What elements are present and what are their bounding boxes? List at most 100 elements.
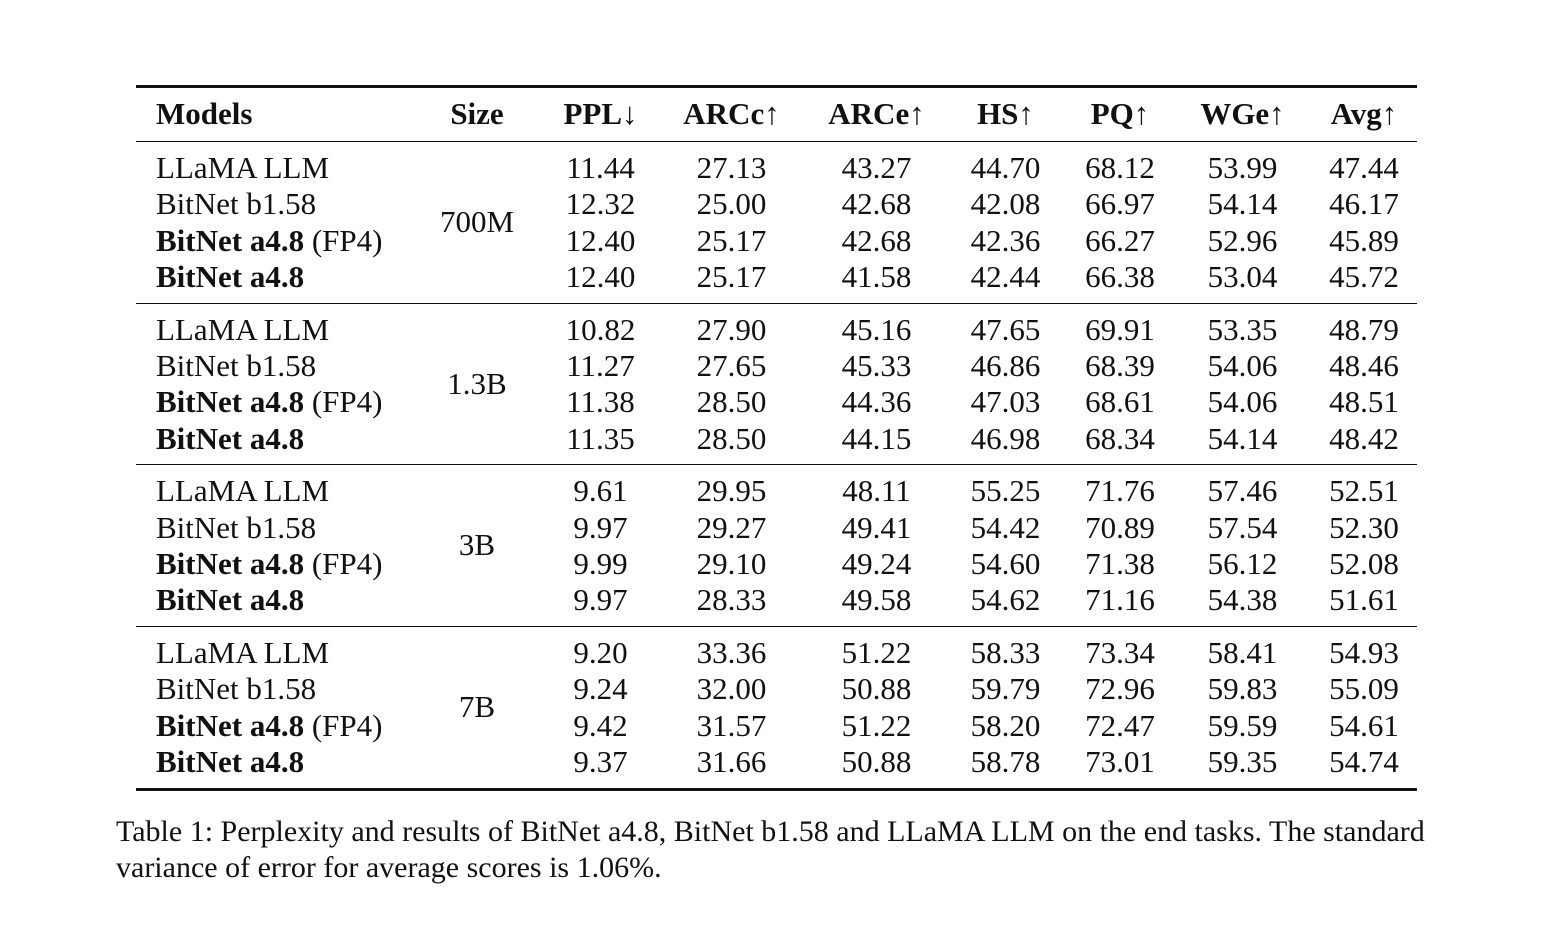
arce-cell: 42.68 [841, 222, 912, 258]
arce-cell: 41.58 [841, 259, 912, 295]
results-table: Models Size PPL↓ ARCc↑ ARCe↑ HS↑ PQ↑ WGe… [136, 85, 1417, 791]
pq-cell: 72.47 [1085, 707, 1155, 743]
model-cell: BitNet a4.8 (FP4) [136, 708, 408, 744]
pq-cell: 66.97 [1085, 186, 1155, 222]
hs-cell: 54.42 [970, 509, 1041, 545]
arcc-cell: 27.65 [696, 348, 767, 384]
wge-cell: 52.96 [1207, 222, 1278, 258]
model-cell: BitNet b1.58 [136, 186, 408, 222]
hs-cell: 42.08 [970, 186, 1041, 222]
size-cell: 7B [458, 688, 496, 724]
hs-cell: 47.65 [970, 311, 1041, 347]
model-name: BitNet a4.8 [156, 222, 305, 258]
model-cell: BitNet a4.8 [136, 744, 408, 789]
arcc-cell: 25.00 [696, 186, 767, 222]
ppl-cell: 12.32 [565, 186, 636, 222]
avg-cell: 55.09 [1329, 671, 1399, 707]
ppl-cell: 11.35 [566, 420, 635, 456]
model-cell: BitNet b1.58 [136, 671, 408, 707]
arce-cell: 45.16 [841, 311, 912, 347]
header-avg: Avg↑ [1330, 96, 1398, 132]
model-name: LLaMA LLM [156, 150, 330, 185]
avg-cell: 45.89 [1329, 222, 1399, 258]
model-name: BitNet b1.58 [156, 348, 317, 384]
arce-cell: 49.58 [841, 582, 912, 618]
ppl-cell: 9.97 [573, 509, 628, 545]
hs-cell: 55.25 [970, 473, 1041, 509]
ppl-cell: 12.40 [565, 259, 636, 295]
table-row: BitNet b1.58 11.27 27.65 45.33 46.86 68.39 54.… [136, 348, 1417, 384]
pq-cell: 68.39 [1085, 348, 1155, 384]
ppl-cell: 9.99 [573, 546, 628, 582]
avg-cell: 45.72 [1329, 259, 1399, 295]
model-cell: LLaMA LLM [136, 626, 408, 671]
pq-cell: 71.38 [1085, 546, 1155, 582]
wge-cell: 54.06 [1207, 348, 1278, 384]
table-row: BitNet b1.58 9.97 29.27 49.41 54.42 70.89 57.5… [136, 510, 1417, 546]
avg-cell: 54.61 [1329, 707, 1399, 743]
wge-cell: 57.54 [1207, 509, 1278, 545]
avg-cell: 48.46 [1329, 348, 1399, 384]
ppl-cell: 11.44 [566, 150, 635, 185]
arce-cell: 50.88 [841, 744, 912, 780]
avg-cell: 47.44 [1329, 150, 1399, 185]
model-cell: BitNet a4.8 (FP4) [136, 223, 408, 259]
header-pq: PQ↑ [1090, 96, 1150, 132]
arcc-cell: 28.50 [696, 420, 767, 456]
pq-cell: 68.12 [1085, 150, 1155, 185]
wge-cell: 54.06 [1207, 384, 1278, 420]
pq-cell: 73.34 [1085, 634, 1155, 670]
hs-cell: 44.70 [970, 150, 1041, 185]
avg-cell: 52.30 [1329, 509, 1399, 545]
ppl-cell: 11.27 [566, 348, 635, 384]
size-group: LLaMA LLM 700M 11.44 27.13 43.27 44.70 68.12 53… [136, 142, 1417, 304]
arce-cell: 43.27 [841, 150, 912, 185]
avg-cell: 51.61 [1329, 582, 1399, 618]
pq-cell: 72.96 [1085, 671, 1155, 707]
pq-cell: 71.76 [1085, 473, 1155, 509]
size-group: LLaMA LLM 7B 9.20 33.36 51.22 58.33 73.34 58.41… [136, 626, 1417, 789]
table-row: BitNet b1.58 12.32 25.00 42.68 42.08 66.97 54.… [136, 186, 1417, 222]
model-cell: BitNet a4.8 [136, 582, 408, 626]
table-row: BitNet b1.58 9.24 32.00 50.88 59.79 72.96 59.8… [136, 671, 1417, 707]
model-cell: LLaMA LLM [136, 465, 408, 510]
table-row: BitNet a4.8 11.35 28.50 44.15 46.98 68.34 54.1… [136, 421, 1417, 465]
arcc-cell: 29.10 [696, 546, 767, 582]
wge-cell: 54.14 [1207, 420, 1278, 456]
arcc-cell: 31.57 [696, 707, 767, 743]
table-row: BitNet a4.8 (FP4) 12.40 25.17 42.68 42.36 66.… [136, 223, 1417, 259]
arcc-cell: 28.50 [696, 384, 767, 420]
ppl-cell: 12.40 [565, 222, 636, 258]
wge-cell: 59.35 [1207, 744, 1278, 780]
hs-cell: 58.78 [970, 744, 1041, 780]
hs-cell: 59.79 [970, 671, 1041, 707]
arce-cell: 44.36 [841, 384, 912, 420]
model-cell: BitNet a4.8 [136, 259, 408, 303]
hs-cell: 47.03 [970, 384, 1041, 420]
model-variant: (FP4) [304, 707, 383, 743]
arce-cell: 45.33 [841, 348, 912, 384]
ppl-cell: 9.20 [573, 634, 628, 670]
wge-cell: 59.59 [1207, 707, 1278, 743]
size-cell: 1.3B [447, 365, 507, 401]
arcc-cell: 29.27 [696, 509, 767, 545]
header-size: Size [450, 96, 504, 132]
model-name: BitNet a4.8 [156, 384, 305, 420]
size-group: LLaMA LLM 3B 9.61 29.95 48.11 55.25 71.76 57.46… [136, 465, 1417, 627]
wge-cell: 53.35 [1207, 311, 1278, 347]
ppl-cell: 10.82 [565, 311, 636, 347]
hs-cell: 46.86 [970, 348, 1041, 384]
model-variant: (FP4) [304, 222, 383, 258]
model-name: LLaMA LLM [156, 311, 330, 347]
model-variant: (FP4) [304, 546, 383, 582]
avg-cell: 48.51 [1329, 384, 1399, 420]
arcc-cell: 29.95 [696, 473, 767, 509]
arcc-cell: 32.00 [696, 671, 767, 707]
avg-cell: 52.51 [1329, 473, 1399, 509]
model-cell: BitNet a4.8 (FP4) [136, 546, 408, 582]
ppl-cell: 9.97 [573, 582, 628, 618]
wge-cell: 58.41 [1207, 634, 1278, 670]
arce-cell: 42.68 [841, 186, 912, 222]
table-row: LLaMA LLM 7B 9.20 33.36 51.22 58.33 73.34 58.41… [136, 626, 1417, 724]
arcc-cell: 28.33 [696, 582, 767, 618]
